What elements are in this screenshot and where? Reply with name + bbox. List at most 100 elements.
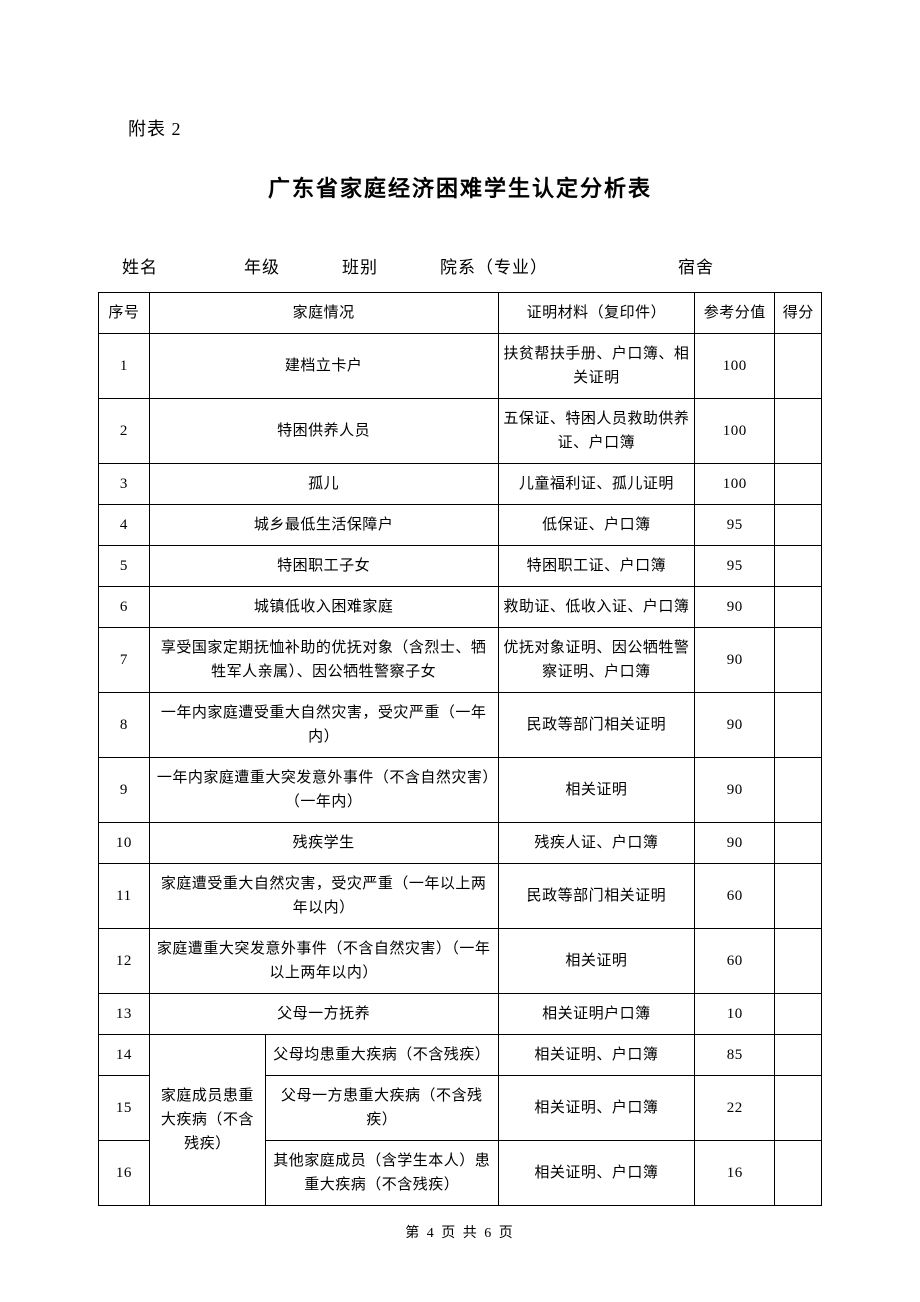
cell-score (775, 587, 822, 628)
cell-situation: 一年内家庭遭受重大自然灾害，受灾严重（一年内） (149, 693, 498, 758)
cell-score (775, 823, 822, 864)
table-row: 13 父母一方抚养 相关证明户口簿 10 (99, 994, 822, 1035)
cell-refscore: 90 (695, 628, 775, 693)
cell-material: 民政等部门相关证明 (498, 864, 695, 929)
cell-seq: 5 (99, 546, 150, 587)
cell-material: 相关证明 (498, 929, 695, 994)
cell-score (775, 1141, 822, 1206)
cell-seq: 14 (99, 1035, 150, 1076)
cell-seq: 11 (99, 864, 150, 929)
table-row: 8 一年内家庭遭受重大自然灾害，受灾严重（一年内） 民政等部门相关证明 90 (99, 693, 822, 758)
cell-refscore: 10 (695, 994, 775, 1035)
cell-seq: 10 (99, 823, 150, 864)
cell-score (775, 505, 822, 546)
header-situation: 家庭情况 (149, 293, 498, 334)
cell-seq: 4 (99, 505, 150, 546)
cell-score (775, 864, 822, 929)
table-row: 14 家庭成员患重大疾病（不含残疾） 父母均患重大疾病（不含残疾） 相关证明、户… (99, 1035, 822, 1076)
cell-situation: 享受国家定期抚恤补助的优抚对象（含烈士、牺牲军人亲属）、因公牺牲警察子女 (149, 628, 498, 693)
cell-seq: 12 (99, 929, 150, 994)
cell-score (775, 334, 822, 399)
cell-situation: 一年内家庭遭重大突发意外事件（不含自然灾害）（一年内） (149, 758, 498, 823)
cell-score (775, 399, 822, 464)
cell-refscore: 60 (695, 864, 775, 929)
cell-refscore: 90 (695, 693, 775, 758)
cell-material: 民政等部门相关证明 (498, 693, 695, 758)
cell-refscore: 95 (695, 546, 775, 587)
cell-seq: 16 (99, 1141, 150, 1206)
student-info-row: 姓名 年级 班别 院系（专业） 宿舍 (98, 253, 822, 278)
cell-score (775, 994, 822, 1035)
table-row: 4 城乡最低生活保障户 低保证、户口簿 95 (99, 505, 822, 546)
cell-score (775, 1035, 822, 1076)
cell-refscore: 60 (695, 929, 775, 994)
cell-situation: 家庭遭重大突发意外事件（不含自然灾害）（一年以上两年以内） (149, 929, 498, 994)
info-class-label: 班别 (342, 253, 378, 278)
cell-situation: 城乡最低生活保障户 (149, 505, 498, 546)
attachment-label: 附表 2 (128, 115, 822, 141)
cell-material: 相关证明户口簿 (498, 994, 695, 1035)
cell-situation: 残疾学生 (149, 823, 498, 864)
cell-refscore: 90 (695, 823, 775, 864)
table-row: 12 家庭遭重大突发意外事件（不含自然灾害）（一年以上两年以内） 相关证明 60 (99, 929, 822, 994)
table-row: 9 一年内家庭遭重大突发意外事件（不含自然灾害）（一年内） 相关证明 90 (99, 758, 822, 823)
cell-refscore: 100 (695, 399, 775, 464)
cell-seq: 7 (99, 628, 150, 693)
table-row: 11 家庭遭受重大自然灾害，受灾严重（一年以上两年以内） 民政等部门相关证明 6… (99, 864, 822, 929)
cell-refscore: 95 (695, 505, 775, 546)
cell-material: 低保证、户口簿 (498, 505, 695, 546)
cell-refscore: 16 (695, 1141, 775, 1206)
table-row: 5 特困职工子女 特困职工证、户口簿 95 (99, 546, 822, 587)
cell-seq: 2 (99, 399, 150, 464)
table-row: 7 享受国家定期抚恤补助的优抚对象（含烈士、牺牲军人亲属）、因公牺牲警察子女 优… (99, 628, 822, 693)
cell-sub-situation: 父母一方患重大疾病（不含残疾） (266, 1076, 499, 1141)
cell-sub-situation: 其他家庭成员（含学生本人）患重大疾病（不含残疾） (266, 1141, 499, 1206)
cell-material: 残疾人证、户口簿 (498, 823, 695, 864)
cell-situation: 特困供养人员 (149, 399, 498, 464)
cell-seq: 6 (99, 587, 150, 628)
cell-material: 优抚对象证明、因公牺牲警察证明、户口簿 (498, 628, 695, 693)
table-row: 10 残疾学生 残疾人证、户口簿 90 (99, 823, 822, 864)
cell-sub-situation: 父母均患重大疾病（不含残疾） (266, 1035, 499, 1076)
cell-score (775, 929, 822, 994)
cell-situation: 城镇低收入困难家庭 (149, 587, 498, 628)
cell-material: 救助证、低收入证、户口簿 (498, 587, 695, 628)
cell-refscore: 90 (695, 758, 775, 823)
cell-seq: 13 (99, 994, 150, 1035)
cell-score (775, 546, 822, 587)
cell-situation: 父母一方抚养 (149, 994, 498, 1035)
header-score: 得分 (775, 293, 822, 334)
assessment-table: 序号 家庭情况 证明材料（复印件） 参考分值 得分 1 建档立卡户 扶贫帮扶手册… (98, 292, 822, 1206)
cell-material: 扶贫帮扶手册、户口簿、相关证明 (498, 334, 695, 399)
cell-refscore: 100 (695, 334, 775, 399)
cell-score (775, 628, 822, 693)
header-material: 证明材料（复印件） (498, 293, 695, 334)
cell-situation: 孤儿 (149, 464, 498, 505)
page-title: 广东省家庭经济困难学生认定分析表 (98, 171, 822, 203)
table-row: 2 特困供养人员 五保证、特困人员救助供养证、户口簿 100 (99, 399, 822, 464)
info-name-label: 姓名 (122, 253, 158, 278)
cell-refscore: 100 (695, 464, 775, 505)
cell-material: 特困职工证、户口簿 (498, 546, 695, 587)
info-dept-label: 院系（专业） (440, 253, 548, 278)
page-footer: 第 4 页 共 6 页 (0, 1222, 920, 1242)
info-grade-label: 年级 (244, 253, 280, 278)
cell-refscore: 22 (695, 1076, 775, 1141)
cell-situation: 建档立卡户 (149, 334, 498, 399)
cell-material: 相关证明、户口簿 (498, 1141, 695, 1206)
cell-seq: 9 (99, 758, 150, 823)
cell-score (775, 1076, 822, 1141)
cell-material: 相关证明 (498, 758, 695, 823)
cell-seq: 1 (99, 334, 150, 399)
table-row: 6 城镇低收入困难家庭 救助证、低收入证、户口簿 90 (99, 587, 822, 628)
cell-seq: 8 (99, 693, 150, 758)
cell-refscore: 90 (695, 587, 775, 628)
cell-score (775, 693, 822, 758)
cell-seq: 15 (99, 1076, 150, 1141)
cell-material: 相关证明、户口簿 (498, 1035, 695, 1076)
cell-material: 相关证明、户口簿 (498, 1076, 695, 1141)
cell-group-label: 家庭成员患重大疾病（不含残疾） (149, 1035, 265, 1206)
cell-refscore: 85 (695, 1035, 775, 1076)
info-dorm-label: 宿舍 (678, 253, 714, 278)
cell-material: 五保证、特困人员救助供养证、户口簿 (498, 399, 695, 464)
